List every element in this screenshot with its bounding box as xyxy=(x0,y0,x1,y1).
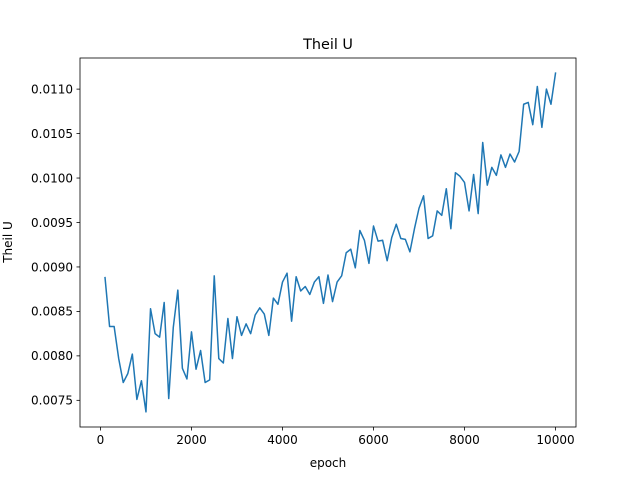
x-axis: 0 2000 4000 6000 8000 10000 xyxy=(97,427,575,447)
axes-frame xyxy=(79,57,577,428)
x-tick-label: 4000 xyxy=(267,433,298,447)
y-tick-label: 0.0080 xyxy=(31,349,73,363)
y-tick-label: 0.0090 xyxy=(31,260,73,274)
y-tick-label: 0.0075 xyxy=(31,394,73,408)
y-axis: 0.0075 0.0080 0.0085 0.0090 0.0095 0.0100 0.01… xyxy=(31,82,80,408)
x-tick-label: 2000 xyxy=(176,433,207,447)
y-tick-label: 0.0100 xyxy=(31,171,73,185)
x-tick-label: 6000 xyxy=(358,433,389,447)
x-tick-label: 8000 xyxy=(449,433,480,447)
x-tick-label: 10000 xyxy=(536,433,574,447)
y-tick-label: 0.0095 xyxy=(31,216,73,230)
y-tick-label: 0.0085 xyxy=(31,305,73,319)
series-layer xyxy=(104,72,557,413)
plot-area xyxy=(79,57,577,428)
x-axis-label: epoch xyxy=(310,456,347,470)
y-tick-label: 0.0105 xyxy=(31,127,73,141)
chart-title: Theil U xyxy=(302,37,353,53)
y-axis-label: Theil U xyxy=(1,221,15,264)
x-tick-label: 0 xyxy=(97,433,105,447)
y-tick-label: 0.0110 xyxy=(31,82,73,96)
series-line-0 xyxy=(104,72,557,413)
